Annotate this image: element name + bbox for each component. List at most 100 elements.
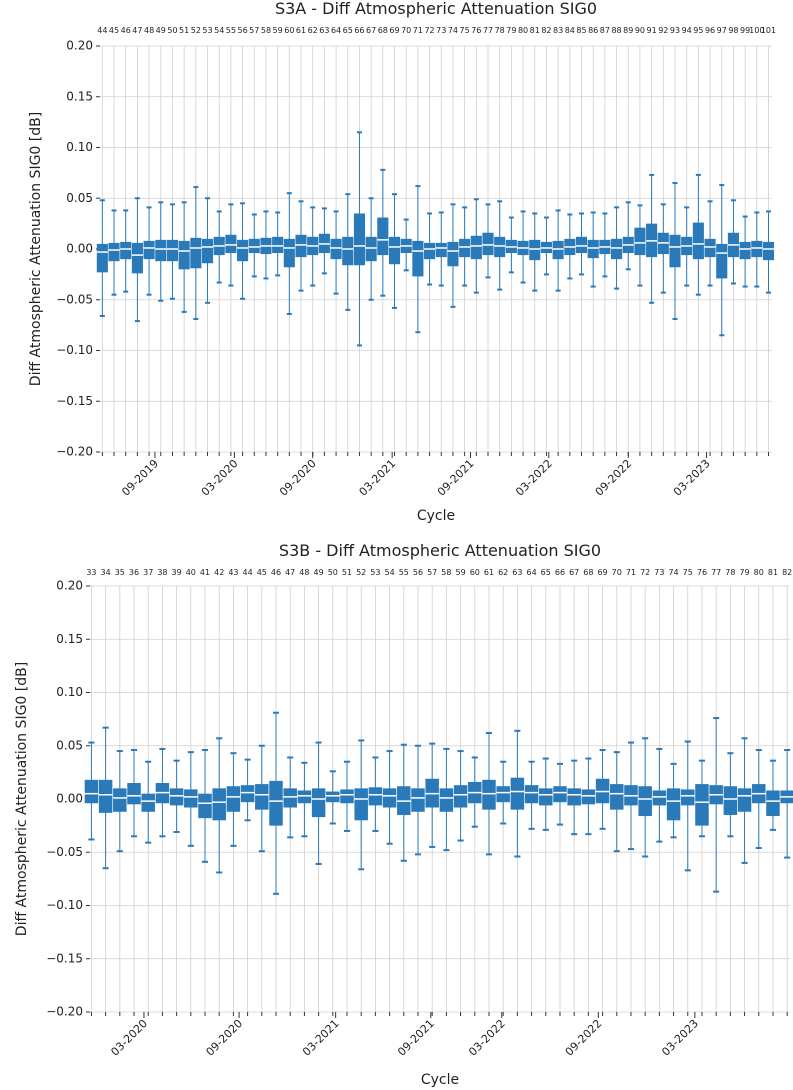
box [453,785,468,808]
cycle-label: 62 [498,568,508,577]
cycle-label: 45 [109,26,119,35]
cycle-label: 39 [172,568,182,577]
cycle-label: 74 [448,26,458,35]
box [524,785,539,804]
cycle-label: 76 [697,568,707,577]
cycle-label: 101 [761,26,776,35]
cycle-label: 67 [569,568,579,577]
box [388,236,401,265]
x-tick-label: 03-2021 [357,457,399,499]
y-tick-label: 0.20 [56,579,83,593]
cycle-label: 73 [436,26,446,35]
x-tick-label: 03-2023 [671,457,713,499]
cycle-label: 71 [626,568,636,577]
cycle-label: 81 [530,26,540,35]
box [368,787,383,806]
x-tick-label: 09-2022 [593,457,635,499]
box [297,790,312,804]
y-tick-label: 0.10 [56,685,83,699]
box [652,790,667,806]
box [377,217,389,256]
chart-title: S3B - Diff Atmospheric Attenuation SIG0 [279,541,601,560]
box [496,786,510,803]
cycle-label: 83 [553,26,563,35]
x-tick-label: 03-2022 [466,1017,508,1059]
box [470,235,482,260]
cycle-label: 33 [86,568,96,577]
box [751,240,763,258]
box [141,793,155,812]
cycle-label: 44 [97,26,107,35]
cycle-label: 65 [541,568,551,577]
y-tick-label: −0.10 [46,898,83,912]
x-axis-label: Cycle [417,508,455,524]
box [669,234,681,268]
box [510,777,525,810]
cycle-label: 47 [285,568,295,577]
box [553,786,567,803]
chart-panel: S3A - Diff Atmospheric Attenuation SIG0 C… [28,0,776,524]
cycle-label: 71 [413,26,423,35]
cycle-label: 72 [424,26,434,35]
cycle-label: 56 [237,26,247,35]
box [638,786,652,817]
cycle-label: 98 [728,26,738,35]
cycle-label: 99 [740,26,750,35]
cycle-label: 93 [670,26,680,35]
box [240,785,255,803]
cycle-label: 51 [342,568,352,577]
cycle-label: 62 [308,26,318,35]
cycle-label: 78 [725,568,735,577]
cycle-label: 49 [156,26,166,35]
cycle-label: 34 [101,568,111,577]
cycle-label: 58 [441,568,451,577]
x-tick-label: 09-2021 [395,1017,437,1059]
cycle-label: 60 [284,26,294,35]
cycle-label: 66 [354,26,364,35]
cycle-label: 96 [705,26,715,35]
cycle-label: 35 [115,568,125,577]
box [120,241,132,260]
x-tick-label: 03-2023 [659,1017,701,1059]
box [567,788,581,806]
cycle-label: 87 [600,26,610,35]
x-tick-label: 03-2022 [513,457,555,499]
box [283,238,295,268]
cycle-label: 63 [319,26,329,35]
y-tick-label: 0.20 [66,39,93,53]
box [178,240,190,270]
cycle-label: 69 [597,568,607,577]
box [311,788,326,818]
chart-title: S3A - Diff Atmospheric Attenuation SIG0 [275,0,597,18]
cycle-label: 67 [366,26,376,35]
y-tick-label: −0.15 [46,951,83,965]
box [354,788,368,821]
box [269,780,283,826]
cycle-label: 53 [370,568,380,577]
box [283,788,297,808]
cycle-label: 63 [512,568,522,577]
cycle-label: 89 [623,26,633,35]
box [382,788,397,808]
box [326,791,340,803]
cycle-label: 48 [299,568,309,577]
cycle-label: 82 [782,568,792,577]
cycle-label: 43 [228,568,238,577]
cycle-label: 80 [518,26,528,35]
box [737,788,752,812]
box [365,236,377,262]
box [237,239,249,262]
cycle-label: 47 [132,26,142,35]
cycle-label: 72 [640,568,650,577]
box [695,784,709,826]
box [98,779,113,813]
box [248,238,260,254]
cycle-label: 80 [754,568,764,577]
cycle-label: 69 [389,26,399,35]
cycle-label: 52 [191,26,201,35]
box [412,240,424,277]
cycle-label: 53 [202,26,212,35]
box [226,786,241,812]
cycle-label: 51 [179,26,189,35]
